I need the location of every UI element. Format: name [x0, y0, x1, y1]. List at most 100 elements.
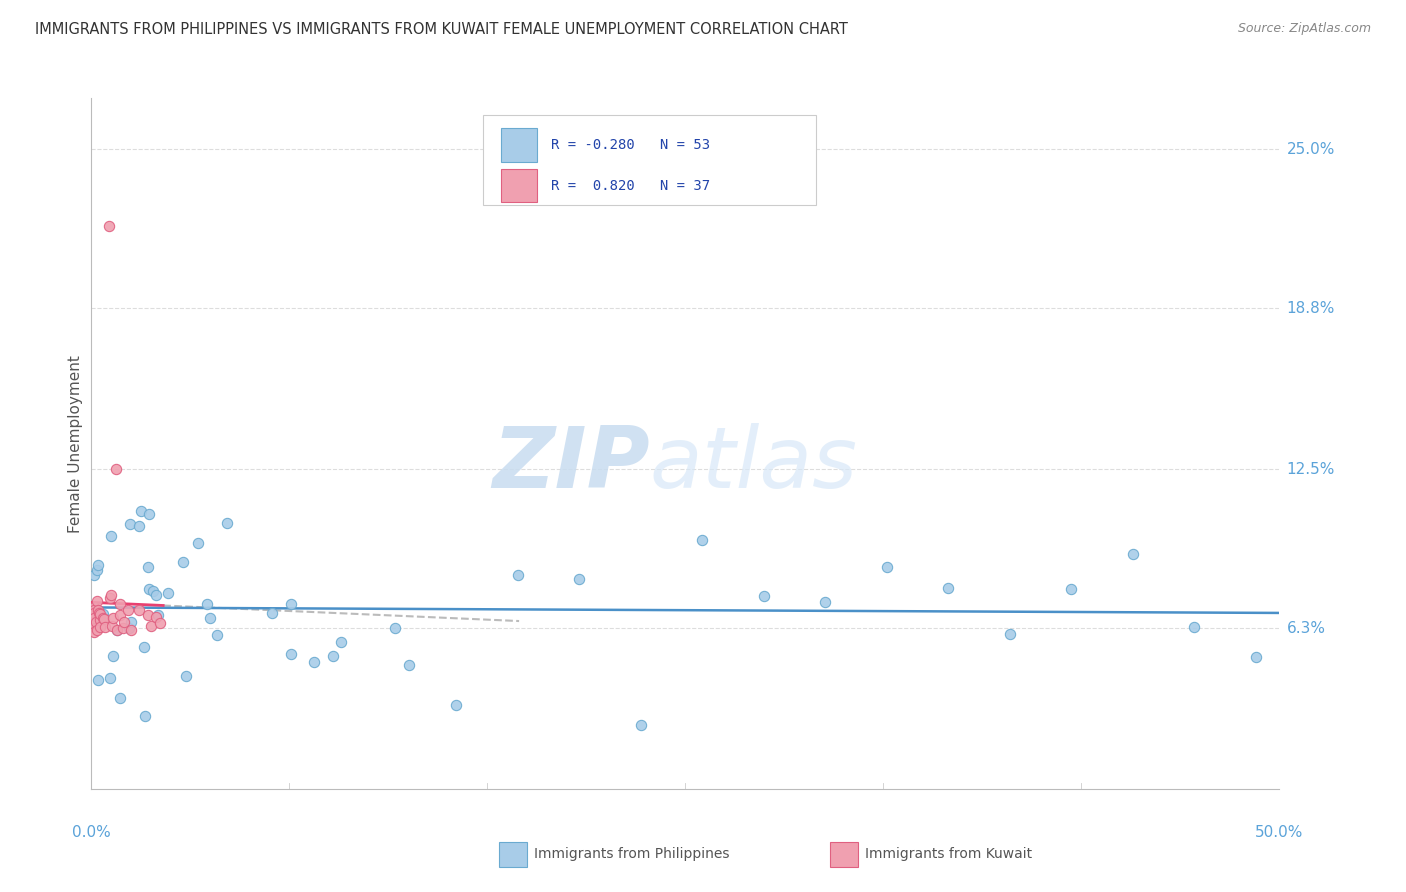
- Point: [91, 611, 114, 625]
- Point: [120, 516, 142, 531]
- Text: Immigrants from Philippines: Immigrants from Philippines: [534, 847, 730, 861]
- Point: [89, 607, 111, 621]
- Y-axis label: Female Unemployment: Female Unemployment: [67, 355, 83, 533]
- Point: [100, 529, 122, 543]
- Text: Source: ZipAtlas.com: Source: ZipAtlas.com: [1237, 22, 1371, 36]
- Point: [98, 219, 121, 234]
- Point: [215, 516, 238, 531]
- Point: [87, 607, 110, 621]
- Point: [329, 635, 352, 649]
- Point: [107, 623, 129, 637]
- Point: [105, 623, 128, 637]
- Point: [108, 597, 131, 611]
- Point: [86, 563, 108, 577]
- Point: [1122, 547, 1144, 561]
- Point: [86, 594, 108, 608]
- Point: [1060, 582, 1083, 597]
- Point: [145, 609, 167, 624]
- Point: [280, 647, 302, 661]
- Point: [83, 603, 105, 617]
- Point: [83, 599, 105, 614]
- Point: [100, 588, 122, 602]
- Point: [83, 624, 105, 639]
- Point: [568, 572, 591, 586]
- Text: Immigrants from Kuwait: Immigrants from Kuwait: [865, 847, 1032, 861]
- Point: [98, 591, 121, 606]
- Text: IMMIGRANTS FROM PHILIPPINES VS IMMIGRANTS FROM KUWAIT FEMALE UNEMPLOYMENT CORREL: IMMIGRANTS FROM PHILIPPINES VS IMMIGRANT…: [35, 22, 848, 37]
- Point: [136, 560, 159, 574]
- Point: [174, 669, 197, 683]
- Point: [89, 613, 111, 627]
- Point: [136, 607, 159, 622]
- Point: [104, 462, 127, 476]
- Point: [207, 628, 229, 642]
- Point: [876, 559, 898, 574]
- Point: [134, 708, 156, 723]
- Text: 25.0%: 25.0%: [1286, 142, 1334, 157]
- Bar: [502, 128, 537, 161]
- Bar: [502, 169, 537, 202]
- Point: [128, 519, 150, 533]
- Point: [89, 620, 111, 634]
- Point: [302, 655, 325, 669]
- Point: [200, 611, 222, 625]
- Point: [83, 606, 105, 620]
- Point: [84, 615, 107, 630]
- Text: R = -0.280   N = 53: R = -0.280 N = 53: [551, 138, 710, 152]
- Text: ZIP: ZIP: [492, 423, 650, 506]
- Point: [101, 648, 124, 663]
- FancyBboxPatch shape: [484, 115, 815, 205]
- Point: [101, 611, 124, 625]
- Point: [138, 507, 160, 521]
- Point: [145, 589, 167, 603]
- Point: [131, 503, 153, 517]
- Text: 12.5%: 12.5%: [1286, 462, 1334, 477]
- Point: [398, 658, 420, 673]
- Point: [630, 718, 652, 732]
- Point: [91, 607, 114, 622]
- Point: [506, 568, 529, 582]
- Point: [117, 603, 139, 617]
- Point: [100, 619, 122, 633]
- Point: [384, 621, 406, 635]
- Point: [120, 623, 142, 637]
- Point: [86, 558, 108, 573]
- Point: [83, 618, 105, 632]
- Point: [114, 615, 136, 629]
- Point: [83, 611, 105, 625]
- Point: [187, 536, 209, 550]
- Point: [112, 621, 135, 635]
- Point: [139, 619, 162, 633]
- Point: [83, 620, 105, 634]
- Text: atlas: atlas: [650, 423, 858, 506]
- Point: [108, 691, 131, 706]
- Point: [260, 606, 283, 620]
- Point: [146, 607, 169, 622]
- Point: [142, 584, 165, 599]
- Point: [93, 612, 115, 626]
- Point: [280, 597, 302, 611]
- Point: [128, 603, 150, 617]
- Point: [83, 568, 105, 582]
- Point: [752, 589, 775, 603]
- Point: [1244, 649, 1267, 664]
- Point: [690, 533, 713, 547]
- Point: [149, 615, 172, 630]
- Point: [120, 615, 142, 629]
- Point: [83, 618, 105, 632]
- Text: 18.8%: 18.8%: [1286, 301, 1334, 316]
- Text: R =  0.820   N = 37: R = 0.820 N = 37: [551, 178, 710, 193]
- Point: [1182, 619, 1205, 633]
- Point: [138, 582, 160, 596]
- Point: [172, 555, 194, 569]
- Point: [156, 585, 179, 599]
- Point: [87, 603, 110, 617]
- Text: 0.0%: 0.0%: [72, 825, 111, 840]
- Point: [195, 598, 218, 612]
- Text: 6.3%: 6.3%: [1286, 621, 1326, 636]
- Point: [814, 594, 837, 608]
- Point: [100, 671, 122, 685]
- Text: 50.0%: 50.0%: [1256, 825, 1303, 840]
- Point: [936, 581, 959, 595]
- Point: [322, 648, 344, 663]
